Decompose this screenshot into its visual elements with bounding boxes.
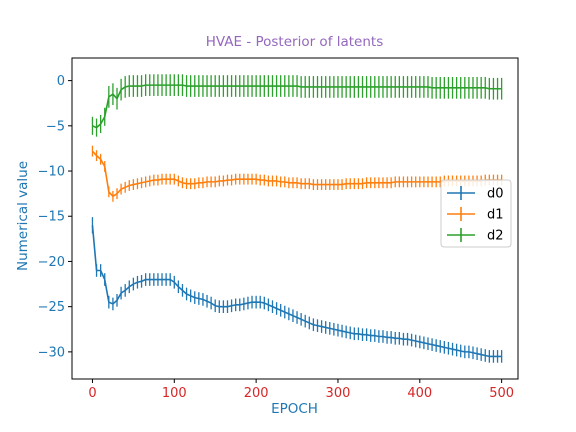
legend-entry-d2: d2 — [447, 228, 504, 244]
series-line-d2 — [92, 84, 502, 129]
y-tick-label: −30 — [38, 345, 65, 360]
legend: d0 d1 d2 — [440, 179, 512, 248]
x-tick-label: 200 — [244, 386, 269, 401]
y-tick-label: −5 — [46, 119, 65, 134]
x-tick-label: 400 — [407, 386, 432, 401]
x-tick-label: 500 — [489, 386, 514, 401]
x-tick-label: 300 — [326, 386, 351, 401]
axes: 0 100 200 300 400 500 0 −5 −10 −15 −20 −25 −30 — [38, 57, 519, 401]
plot-frame — [71, 57, 519, 380]
y-tick-label: −25 — [38, 300, 65, 315]
series-line-d1 — [91, 150, 502, 198]
legend-label: d1 — [487, 208, 504, 223]
legend-box — [440, 179, 512, 248]
y-tick-label: 0 — [57, 74, 65, 89]
y-tick-label: −20 — [38, 255, 65, 270]
x-tick-label: 0 — [88, 386, 96, 401]
legend-label: d2 — [487, 229, 504, 244]
plot-area — [91, 74, 503, 363]
series-d0 — [91, 217, 503, 363]
y-tick-label: −15 — [38, 210, 65, 225]
series-d2 — [91, 74, 503, 137]
series-line-d0 — [91, 225, 502, 358]
x-axis-label: EPOCH — [271, 401, 318, 417]
y-axis-label: Numerical value — [15, 161, 31, 271]
chart-title: HVAE - Posterior of latents — [206, 34, 384, 50]
legend-label: d0 — [487, 187, 504, 202]
legend-entry-d0: d0 — [447, 186, 504, 202]
legend-entry-d1: d1 — [447, 207, 504, 223]
y-tick-label: −10 — [38, 165, 65, 180]
x-tick-label: 100 — [162, 386, 187, 401]
